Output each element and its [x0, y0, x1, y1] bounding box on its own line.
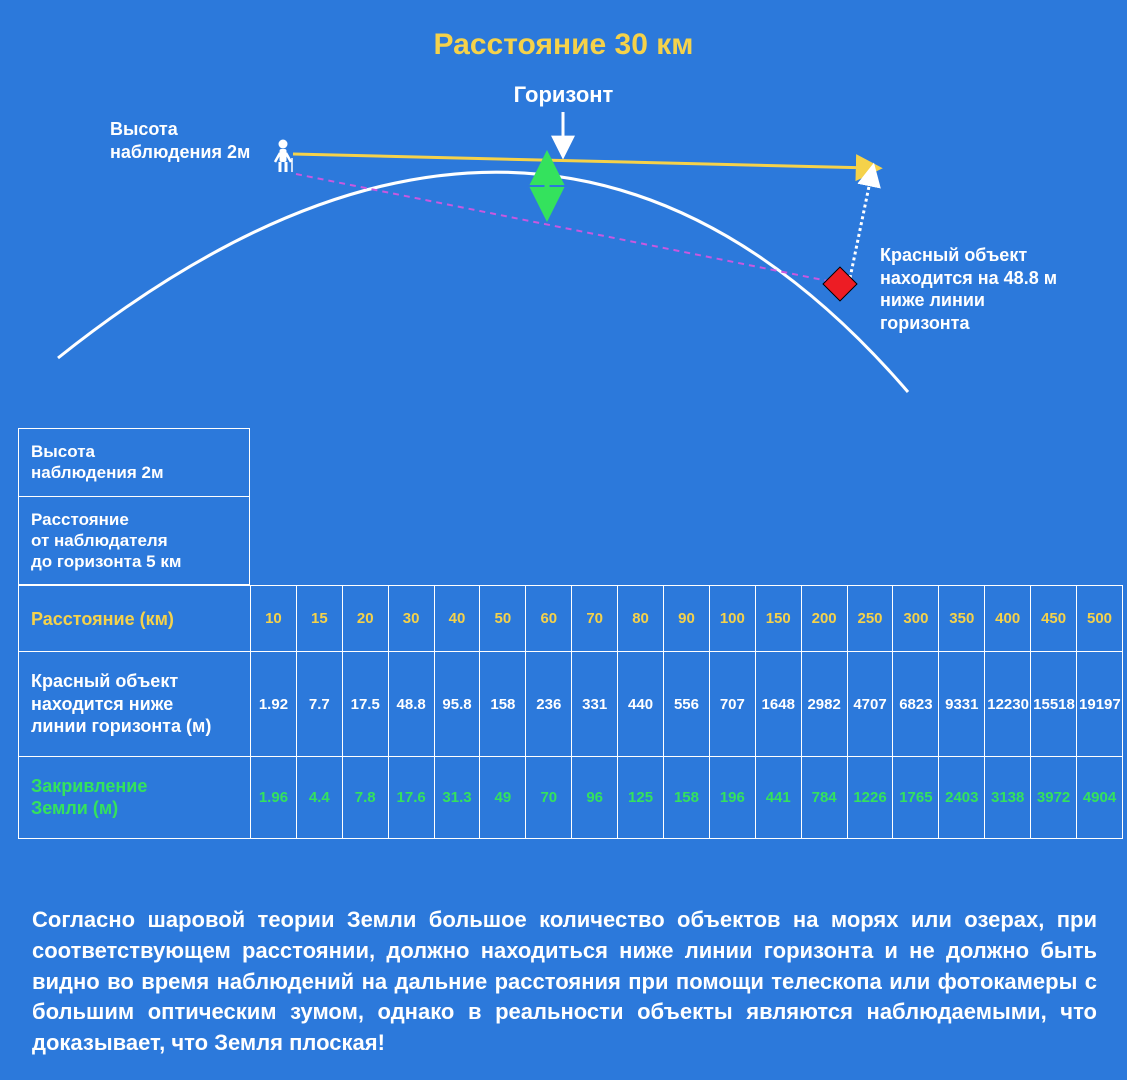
- row-distance: Расстояние (км) 101520304050607080901001…: [19, 586, 1123, 652]
- observer-label: Высота наблюдения 2м: [110, 118, 250, 163]
- footer-text: Согласно шаровой теории Земли большое ко…: [32, 905, 1097, 1059]
- table-intro-box: Высота наблюдения 2м Расстояние от наблю…: [18, 428, 250, 585]
- earth-curvature-diagram: [0, 0, 1127, 420]
- sight-to-object-line: [296, 174, 838, 283]
- row-drop: Красный объект находится ниже линии гори…: [19, 652, 1123, 757]
- sight-line: [293, 154, 872, 168]
- vertical-drop-line: [850, 172, 872, 278]
- data-table: Высота наблюдения 2м Расстояние от наблю…: [18, 428, 1123, 839]
- earth-arc: [58, 172, 908, 392]
- red-object-label: Красный объект находится на 48.8 м ниже …: [880, 244, 1100, 334]
- row-curve: Закривление Земли (м) 1.964.47.817.631.3…: [19, 756, 1123, 838]
- observer-icon: [275, 140, 292, 173]
